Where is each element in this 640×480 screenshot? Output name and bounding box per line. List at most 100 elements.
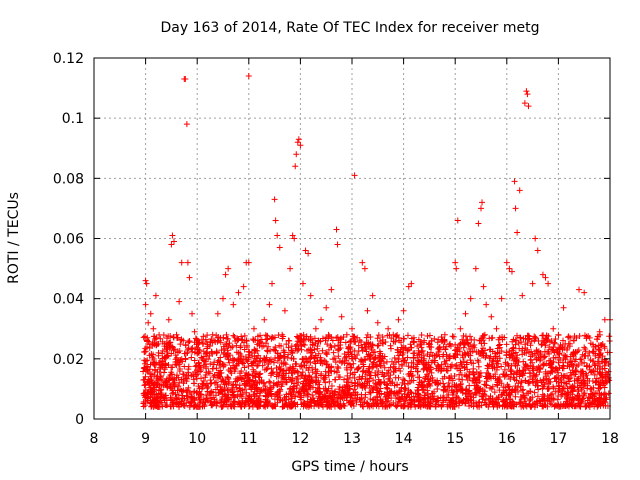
data-point (466, 402, 473, 409)
data-point (449, 333, 456, 340)
data-point (405, 403, 412, 410)
y-tick-label: 0.06 (53, 232, 84, 248)
data-point (168, 241, 175, 248)
data-point (464, 359, 471, 366)
data-point (543, 360, 550, 367)
data-point (251, 393, 258, 400)
data-point (230, 362, 237, 369)
data-point (599, 340, 606, 347)
data-point (404, 354, 411, 361)
data-point (207, 339, 214, 346)
data-point (400, 335, 407, 342)
data-point (520, 392, 527, 399)
data-point (592, 368, 599, 375)
data-point (188, 393, 195, 400)
data-point (541, 353, 548, 360)
data-point (581, 379, 588, 386)
data-point (315, 338, 322, 345)
data-point (431, 352, 438, 359)
x-tick-label: 17 (549, 431, 567, 447)
data-point (249, 362, 256, 369)
data-point (589, 358, 596, 365)
data-point (163, 335, 170, 342)
data-point (479, 349, 486, 356)
data-point (308, 377, 315, 384)
data-point (412, 403, 419, 410)
data-point (252, 358, 259, 365)
data-point (357, 401, 364, 408)
data-point (448, 397, 455, 404)
data-point (145, 319, 152, 326)
data-point (351, 347, 358, 354)
data-point (515, 380, 522, 387)
data-point (446, 383, 453, 390)
data-point (239, 360, 246, 367)
data-point (385, 397, 392, 404)
data-point (596, 365, 603, 372)
data-point (167, 333, 174, 340)
data-point (301, 375, 308, 382)
data-point (144, 366, 151, 373)
data-point (527, 357, 534, 364)
data-point (235, 356, 242, 363)
data-point (250, 325, 257, 332)
data-point (498, 295, 505, 302)
data-point (446, 353, 453, 360)
data-point (460, 354, 467, 361)
data-point (527, 388, 534, 395)
data-point (253, 355, 260, 362)
data-point (429, 374, 436, 381)
data-point (347, 364, 354, 371)
data-point (476, 390, 483, 397)
data-point (202, 372, 209, 379)
data-point (223, 335, 230, 342)
data-point (227, 401, 234, 408)
data-point (393, 403, 400, 410)
data-point (375, 342, 382, 349)
data-point (530, 363, 537, 370)
data-point (159, 338, 166, 345)
data-point (476, 398, 483, 405)
y-tick-label: 0.02 (53, 352, 84, 368)
y-axis-title: ROTI / TECUs (6, 192, 22, 284)
data-point (349, 371, 356, 378)
data-point (210, 361, 217, 368)
data-point (184, 396, 191, 403)
data-point (540, 376, 547, 383)
data-point (535, 338, 542, 345)
data-point (386, 402, 393, 409)
data-point (221, 349, 228, 356)
data-point (314, 368, 321, 375)
data-point (235, 336, 242, 343)
data-point (176, 368, 183, 375)
data-point (388, 395, 395, 402)
data-point (276, 370, 283, 377)
data-point (513, 357, 520, 364)
data-point (457, 381, 464, 388)
data-point (443, 388, 450, 395)
data-point (168, 369, 175, 376)
data-point (150, 339, 157, 346)
data-point (374, 361, 381, 368)
data-point (466, 345, 473, 352)
data-point (193, 362, 200, 369)
data-point (584, 375, 591, 382)
data-point (477, 337, 484, 344)
data-point (471, 374, 478, 381)
data-point (525, 103, 532, 110)
data-point (178, 336, 185, 343)
data-point (443, 367, 450, 374)
data-point (415, 397, 422, 404)
data-point (180, 387, 187, 394)
data-point (479, 396, 486, 403)
data-point (432, 402, 439, 409)
data-point (337, 395, 344, 402)
data-point (529, 359, 536, 366)
data-point (186, 274, 193, 281)
data-point (214, 310, 221, 317)
x-axis-title: GPS time / hours (291, 459, 408, 475)
data-point (171, 377, 178, 384)
data-point (142, 301, 149, 308)
data-point (309, 392, 316, 399)
data-point (232, 337, 239, 344)
